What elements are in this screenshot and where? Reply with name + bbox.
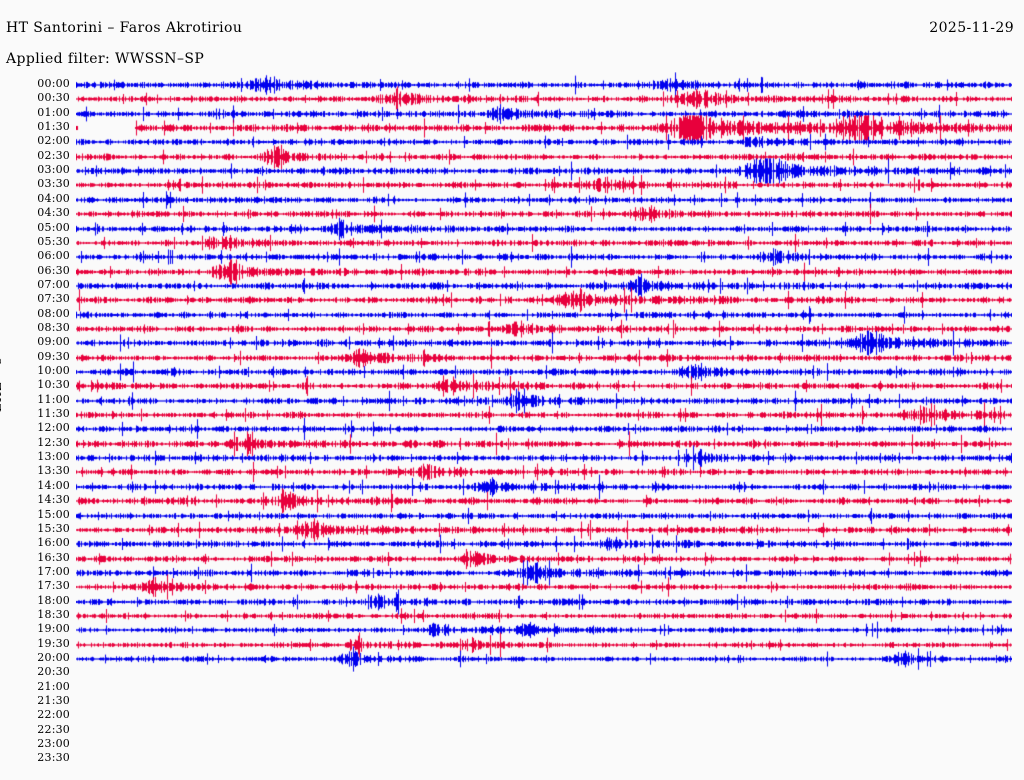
- trace-time-label: 09:30: [37, 349, 70, 363]
- trace-time-label: 07:00: [37, 277, 70, 291]
- trace-time-label: 10:30: [37, 378, 70, 392]
- applied-filter-label: Applied filter: WWSSN–SP: [6, 51, 205, 67]
- trace-time-label: 15:30: [37, 521, 70, 535]
- trace-row: 22:00: [0, 709, 1024, 723]
- trace-time-label: 04:30: [37, 206, 70, 220]
- record-date: 2025-11-29: [929, 20, 1014, 36]
- trace-time-label: 03:30: [37, 177, 70, 191]
- trace-time-label: 05:00: [37, 220, 70, 234]
- trace-row: 23:30: [0, 752, 1024, 766]
- trace-time-label: 19:30: [37, 636, 70, 650]
- trace-time-label: 18:30: [37, 607, 70, 621]
- trace-time-label: 11:00: [37, 392, 70, 406]
- trace-time-label: 06:00: [37, 249, 70, 263]
- trace-time-label: 12:00: [37, 421, 70, 435]
- trace-time-label: 00:30: [37, 91, 70, 105]
- trace-time-label: 20:00: [37, 651, 70, 664]
- trace-time-label: 15:00: [37, 507, 70, 521]
- trace-time-label: 01:00: [37, 105, 70, 119]
- trace-time-label: 21:30: [37, 694, 70, 708]
- trace-time-label: 19:00: [37, 622, 70, 636]
- trace-time-label: 16:30: [37, 550, 70, 564]
- trace-time-label: 04:00: [37, 191, 70, 205]
- trace-row: 23:00: [0, 738, 1024, 752]
- trace-time-label: 08:00: [37, 306, 70, 320]
- station-title: HT Santorini – Faros Akrotiriou: [6, 20, 243, 36]
- trace-time-label: 22:00: [37, 708, 70, 722]
- trace-time-label: 01:30: [37, 120, 70, 134]
- trace-time-label: 21:00: [37, 679, 70, 693]
- trace-time-label: 02:00: [37, 134, 70, 148]
- trace-time-label: 07:30: [37, 292, 70, 306]
- trace-time-label: 17:00: [37, 564, 70, 578]
- trace-row: 20:00: [0, 646, 1024, 672]
- trace-time-label: 10:00: [37, 364, 70, 377]
- trace-time-label: 12:30: [37, 435, 70, 449]
- trace-time-label: 20:30: [37, 665, 70, 679]
- trace-time-label: 13:30: [37, 464, 70, 478]
- trace-row: 21:00: [0, 679, 1024, 695]
- trace-time-label: 18:00: [37, 593, 70, 607]
- trace-row: 22:30: [0, 722, 1024, 738]
- trace-time-label: 13:00: [37, 450, 70, 464]
- trace-row: 21:30: [0, 695, 1024, 709]
- trace-time-label: 23:30: [37, 751, 70, 765]
- trace-time-label: 11:30: [37, 407, 70, 421]
- helicorder-plot: 00:00 00:30 01:00 01:30 02:00 02:30 03:00 03:30…: [0, 72, 1024, 778]
- trace-time-label: 17:30: [37, 579, 70, 593]
- trace-time-label: 02:30: [37, 148, 70, 162]
- trace-time-label: 16:00: [37, 536, 70, 550]
- trace-time-label: 08:30: [37, 320, 70, 334]
- trace-waveform: [76, 646, 1012, 672]
- trace-time-label: 05:30: [37, 234, 70, 248]
- trace-time-label: 06:30: [37, 263, 70, 277]
- trace-time-label: 09:00: [37, 335, 70, 349]
- trace-row: 20:30: [0, 666, 1024, 680]
- trace-time-label: 14:30: [37, 493, 70, 507]
- trace-time-label: 23:00: [37, 737, 70, 751]
- trace-time-label: 00:00: [37, 77, 70, 90]
- trace-time-label: 03:00: [37, 163, 70, 177]
- trace-time-label: 14:00: [37, 478, 70, 492]
- trace-time-label: 22:30: [37, 722, 70, 736]
